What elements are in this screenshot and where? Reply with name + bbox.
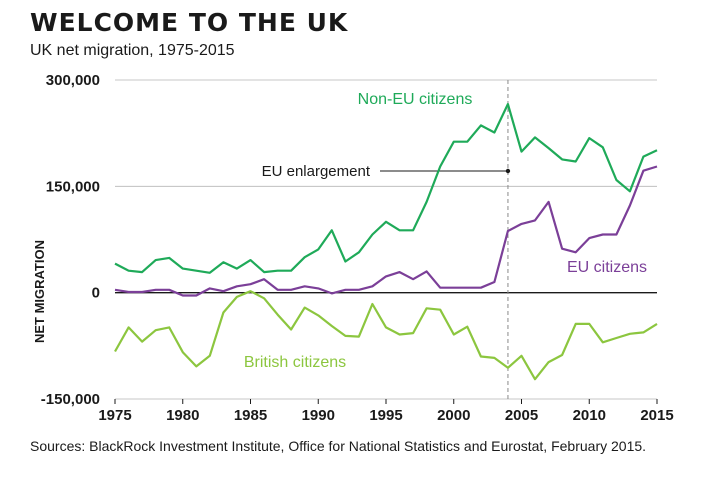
chart-title: WELCOME TO THE UK (30, 8, 349, 37)
series-labels: Non-EU citizens EU citizens British citize… (244, 91, 647, 371)
x-tick-label: 1985 (234, 407, 267, 424)
y-tick-label: 300,000 (46, 72, 100, 89)
chart-subtitle: UK net migration, 1975-2015 (30, 42, 235, 59)
x-tick-label: 1975 (98, 407, 131, 424)
annotation-dot (505, 168, 511, 174)
series-line-1 (114, 165, 658, 297)
x-tick-label: 1990 (302, 407, 335, 424)
x-tick-label: 2010 (573, 407, 606, 424)
series-label-0: Non-EU citizens (358, 91, 473, 108)
y-axis-ticks: 300,000 150,000 0 -150,000 (41, 72, 100, 408)
y-tick-label: 0 (92, 285, 100, 302)
series-line-2 (114, 290, 658, 381)
x-tick-label: 2005 (505, 407, 538, 424)
source-note: Sources: BlackRock Investment Institute,… (30, 438, 647, 454)
y-tick-label: 150,000 (46, 178, 100, 195)
y-axis-label: NET MIGRATION (32, 240, 47, 343)
x-axis-ticks: 1975 1980 1985 1990 1995 2000 2005 2010 2015 (98, 399, 674, 424)
gridlines (115, 79, 657, 400)
annotation-label: EU enlargement (262, 163, 371, 180)
series-label-1: EU citizens (567, 259, 647, 276)
x-tick-label: 2015 (640, 407, 673, 424)
annotation-group: EU enlargement (262, 80, 511, 399)
y-tick-label: -150,000 (41, 391, 100, 408)
series-label-2: British citizens (244, 354, 346, 371)
series-lines (114, 102, 658, 381)
x-tick-label: 1995 (369, 407, 402, 424)
x-tick-label: 2000 (437, 407, 470, 424)
x-tick-label: 1980 (166, 407, 199, 424)
series-line-0 (114, 102, 658, 274)
